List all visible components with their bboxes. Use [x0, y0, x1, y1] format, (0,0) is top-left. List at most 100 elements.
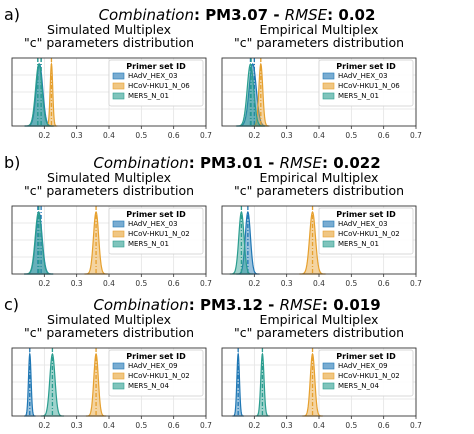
legend-entry: HAdV_HEX_03 — [338, 72, 388, 80]
x-tick-label: 0.2 — [248, 421, 260, 430]
legend-title: Primer set ID — [336, 210, 396, 219]
section-b: b) Combination: PM3.01 - RMSE: 0.022 — [4, 153, 381, 172]
legend-swatch — [112, 372, 125, 380]
chart-title-line: Empirical Multiplex — [260, 170, 379, 185]
legend-swatch — [322, 72, 335, 80]
legend-entry: HCoV-HKU1_N_02 — [128, 372, 190, 380]
legend-swatch — [322, 82, 335, 90]
rmse-label: RMSE — [280, 154, 323, 172]
combination-value: PM3.07 — [205, 6, 268, 24]
legend-swatch — [322, 92, 335, 100]
title-colon: : — [327, 6, 338, 24]
x-tick-label: 0.4 — [313, 421, 325, 430]
rmse-value: 0.02 — [338, 6, 375, 24]
chart-title-line: Simulated Multiplex — [47, 22, 171, 37]
x-tick-label: 0.7 — [410, 131, 422, 140]
chart-title-line: "c" parameters distribution — [234, 325, 404, 340]
title-colon: : — [189, 154, 200, 172]
legend-entry: MERS_N_01 — [128, 92, 169, 100]
legend-entry: MERS_N_01 — [128, 240, 169, 248]
x-tick-label: 0.4 — [103, 131, 115, 140]
legend-swatch — [322, 230, 335, 238]
rmse-value: 0.022 — [333, 154, 380, 172]
x-tick-label: 0.7 — [200, 131, 212, 140]
chart-title-line: Simulated Multiplex — [47, 170, 171, 185]
section-letter: c) — [4, 295, 19, 314]
legend-entry: HAdV_HEX_09 — [128, 362, 178, 370]
chart-left-2: Simulated Multiplex"c" parameters distri… — [11, 170, 212, 288]
chart-title-line: "c" parameters distribution — [234, 183, 404, 198]
x-tick-label: 0.6 — [168, 421, 180, 430]
x-tick-label: 0.5 — [345, 421, 357, 430]
chart-title-line: "c" parameters distribution — [234, 35, 404, 50]
section-title: Combination: PM3.12 - RMSE: 0.019 — [93, 296, 380, 314]
x-tick-label: 0.2 — [248, 131, 260, 140]
x-tick-label: 0.5 — [345, 131, 357, 140]
x-tick-label: 0.7 — [200, 421, 212, 430]
section-title: Combination: PM3.07 - RMSE: 0.02 — [99, 6, 376, 24]
chart-title-line: Empirical Multiplex — [260, 312, 379, 327]
legend-entry: HAdV_HEX_09 — [338, 362, 388, 370]
legend-entry: MERS_N_04 — [128, 382, 169, 390]
x-tick-label: 0.6 — [168, 279, 180, 288]
legend-swatch — [112, 82, 125, 90]
x-tick-label: 0.4 — [103, 279, 115, 288]
legend-swatch — [112, 382, 125, 390]
section-letter: b) — [4, 153, 20, 172]
chart-right-1: Empirical Multiplex"c" parameters distri… — [221, 22, 422, 140]
x-tick-label: 0.4 — [313, 279, 325, 288]
density-MERS_N_01 — [24, 62, 54, 127]
legend-title: Primer set ID — [336, 62, 396, 71]
combination-label: Combination — [99, 6, 194, 24]
x-tick-label: 0.2 — [38, 131, 50, 140]
chart-title-line: "c" parameters distribution — [24, 183, 194, 198]
legend-entry: HCoV-HKU1_N_02 — [338, 230, 400, 238]
rmse-label: RMSE — [280, 296, 323, 314]
x-tick-label: 0.5 — [135, 131, 147, 140]
x-tick-label: 0.5 — [135, 421, 147, 430]
chart-title-line: "c" parameters distribution — [24, 325, 194, 340]
legend-box — [318, 59, 414, 107]
x-tick-label: 0.3 — [281, 131, 293, 140]
legend-entry: HAdV_HEX_03 — [128, 220, 178, 228]
x-tick-label: 0.7 — [410, 279, 422, 288]
x-tick-label: 0.4 — [313, 131, 325, 140]
title-colon: : — [322, 154, 333, 172]
section-a: a) Combination: PM3.07 - RMSE: 0.02 — [4, 5, 375, 24]
chart-title-line: Simulated Multiplex — [47, 312, 171, 327]
title-dash: - — [268, 6, 285, 24]
legend-entry: HCoV-HKU1_N_02 — [338, 372, 400, 380]
chart-left-1: Simulated Multiplex"c" parameters distri… — [11, 22, 212, 140]
legend-swatch — [322, 372, 335, 380]
legend-entry: HCoV-HKU1_N_06 — [128, 82, 190, 90]
legend-swatch — [322, 362, 335, 370]
x-tick-label: 0.3 — [71, 421, 83, 430]
legend-swatch — [112, 72, 125, 80]
legend-title: Primer set ID — [336, 352, 396, 361]
legend-box — [108, 207, 204, 255]
combination-value: PM3.01 — [200, 154, 263, 172]
x-tick-label: 0.4 — [103, 421, 115, 430]
legend-title: Primer set ID — [126, 352, 186, 361]
legend-entry: HCoV-HKU1_N_02 — [128, 230, 190, 238]
legend-entry: MERS_N_01 — [338, 240, 379, 248]
legend-title: Primer set ID — [126, 62, 186, 71]
legend-swatch — [322, 382, 335, 390]
chart-title-line: "c" parameters distribution — [24, 35, 194, 50]
x-tick-label: 0.6 — [378, 279, 390, 288]
x-tick-label: 0.6 — [168, 131, 180, 140]
legend-box — [318, 349, 414, 397]
x-tick-label: 0.5 — [135, 279, 147, 288]
legend-swatch — [322, 220, 335, 228]
rmse-label: RMSE — [285, 6, 328, 24]
legend-entry: HAdV_HEX_03 — [128, 72, 178, 80]
x-tick-label: 0.3 — [71, 131, 83, 140]
x-tick-label: 0.3 — [281, 421, 293, 430]
x-tick-label: 0.7 — [200, 279, 212, 288]
x-tick-label: 0.2 — [38, 421, 50, 430]
